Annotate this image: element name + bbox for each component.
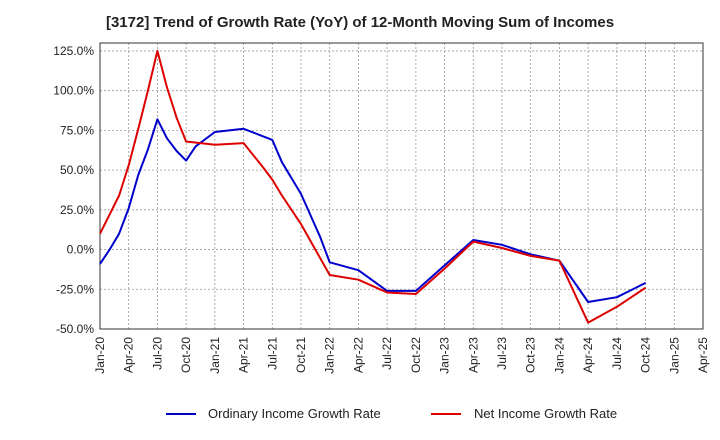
x-tick-label: Oct-23: [524, 337, 538, 373]
y-tick-label: 50.0%: [60, 163, 94, 177]
y-tick-label: 25.0%: [60, 203, 94, 217]
plot-frame: [99, 42, 704, 330]
x-tick-label: Apr-20: [122, 337, 136, 373]
x-tick-label: Jan-21: [208, 337, 222, 374]
x-tick-label: Oct-20: [179, 337, 193, 373]
x-tick-label: Jul-20: [150, 337, 164, 370]
x-tick-label: Jul-21: [265, 337, 279, 370]
x-tick-label: Apr-24: [581, 337, 595, 373]
y-tick-label: 100.0%: [53, 84, 94, 98]
y-tick-label: -25.0%: [56, 282, 94, 296]
x-tick-label: Oct-21: [294, 337, 308, 373]
legend-label: Net Income Growth Rate: [474, 406, 617, 421]
x-tick-label: Jan-23: [438, 337, 452, 374]
y-tick-label: 75.0%: [60, 123, 94, 137]
plot-area: [100, 43, 703, 329]
x-tick-label: Jan-20: [93, 337, 107, 374]
x-tick-label: Oct-24: [639, 337, 653, 373]
x-tick-label: Jan-22: [323, 337, 337, 374]
x-tick-label: Apr-21: [237, 337, 251, 373]
x-tick-label: Jan-25: [667, 337, 681, 374]
y-tick-label: 125.0%: [53, 44, 94, 58]
net-income-line: [99, 49, 647, 324]
x-tick-label: Jan-24: [552, 337, 566, 374]
y-tick-label: -50.0%: [56, 322, 94, 336]
x-tick-label: Oct-22: [409, 337, 423, 373]
x-tick-label: Jul-24: [610, 337, 624, 370]
legend-label: Ordinary Income Growth Rate: [208, 406, 381, 421]
chart-title: [3172] Trend of Growth Rate (YoY) of 12-…: [105, 14, 615, 31]
x-tick-label: Jul-23: [495, 337, 509, 370]
x-tick-label: Apr-23: [466, 337, 480, 373]
x-tick-label: Apr-25: [696, 337, 710, 373]
ordinary-income-line: [99, 118, 647, 303]
y-tick-label: 0.0%: [67, 243, 95, 257]
x-tick-label: Jul-22: [380, 337, 394, 370]
x-tick-label: Apr-22: [351, 337, 365, 373]
